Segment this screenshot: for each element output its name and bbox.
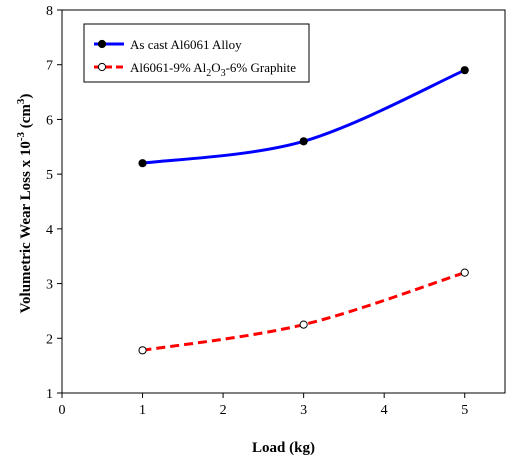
data-point	[138, 346, 147, 355]
data-point	[138, 159, 147, 168]
data-point	[299, 137, 308, 146]
data-series	[138, 66, 469, 355]
data-point	[460, 268, 469, 277]
x-tick-label: 0	[59, 403, 66, 418]
y-tick-label: 4	[46, 223, 53, 238]
x-axis-title: Load (kg)	[252, 440, 315, 456]
y-tick-label: 6	[46, 113, 53, 128]
x-tick-label: 5	[461, 403, 468, 418]
legend-marker	[97, 62, 107, 72]
legend: As cast Al6061 Alloy Al6061-9% Al2O3-6% G…	[83, 23, 310, 83]
legend-marker	[97, 39, 107, 49]
y-axis-title-unit-close: )	[18, 94, 34, 99]
legend-label: Al6061-9% Al2O3-6% Graphite	[130, 60, 296, 79]
y-axis-title-exponent: -3	[15, 132, 27, 142]
y-axis-title-unit: (cm	[18, 104, 34, 132]
legend-label-part: 3	[221, 68, 226, 79]
y-axis-title-main: Volumetric Wear Loss x 10	[18, 141, 34, 313]
y-tick-label: 5	[46, 168, 53, 183]
y-tick-label: 1	[46, 387, 53, 402]
y-axis-title: Volumetric Wear Loss x 10-3 (cm3)	[15, 94, 34, 314]
x-tick-label: 3	[300, 403, 307, 418]
y-tick-label: 8	[46, 4, 53, 19]
x-tick-label: 2	[220, 403, 227, 418]
legend-label-part: O	[211, 60, 220, 75]
y-tick-label: 7	[46, 59, 53, 74]
legend-label-part: -6% Graphite	[226, 60, 297, 75]
y-axis-title-unit-exponent: 3	[15, 98, 27, 104]
legend-label-part: 2	[206, 68, 211, 79]
legend-label-part: As cast Al6061 Alloy	[130, 37, 242, 52]
legend-box	[83, 23, 310, 83]
y-tick-label: 3	[46, 278, 53, 293]
x-tick-label: 1	[139, 403, 146, 418]
y-tick-label: 2	[46, 332, 53, 347]
legend-label-part: Al6061-9% Al	[130, 60, 207, 75]
legend-label: As cast Al6061 Alloy	[130, 37, 242, 52]
x-tick-label: 4	[381, 403, 388, 418]
data-point	[460, 66, 469, 75]
data-point	[299, 320, 308, 329]
